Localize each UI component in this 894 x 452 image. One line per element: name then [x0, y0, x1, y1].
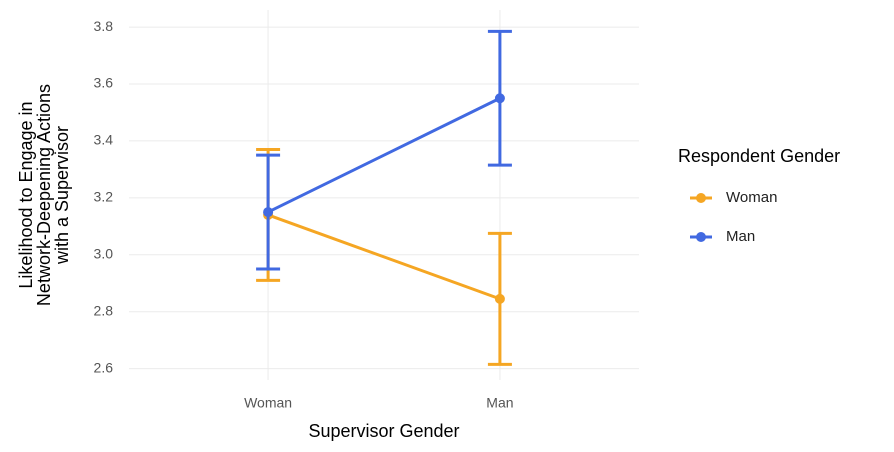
legend-label: Woman [726, 189, 777, 206]
y-axis-title: Likelihood to Engage in Network-Deepenin… [16, 84, 72, 306]
x-tick-label: Woman [244, 395, 292, 411]
y-tick-label: 3.8 [94, 18, 114, 34]
legend-dot [696, 193, 706, 203]
point [494, 93, 505, 104]
series-line [267, 213, 501, 301]
legend-dot [696, 232, 706, 242]
y-tick-label: 2.8 [94, 302, 114, 318]
y-tick-label: 3.6 [94, 75, 114, 91]
y-axis-title-line: with a Supervisor [52, 126, 72, 265]
x-tick-label: Man [486, 395, 513, 411]
y-tick-label: 3.0 [94, 245, 114, 261]
y-tick-label: 2.6 [94, 359, 114, 375]
y-tick-label: 3.2 [94, 189, 114, 205]
series-line [267, 96, 501, 214]
x-axis-title: Supervisor Gender [308, 421, 459, 441]
y-axis-title-line: Likelihood to Engage in [16, 101, 36, 288]
y-tick-label: 3.4 [94, 132, 114, 148]
point [263, 207, 274, 218]
grid [129, 10, 639, 380]
legend-title: Respondent Gender [678, 146, 840, 166]
y-axis-title-line: Network-Deepening Actions [34, 84, 54, 306]
point [494, 293, 505, 304]
legend-label: Man [726, 228, 755, 245]
